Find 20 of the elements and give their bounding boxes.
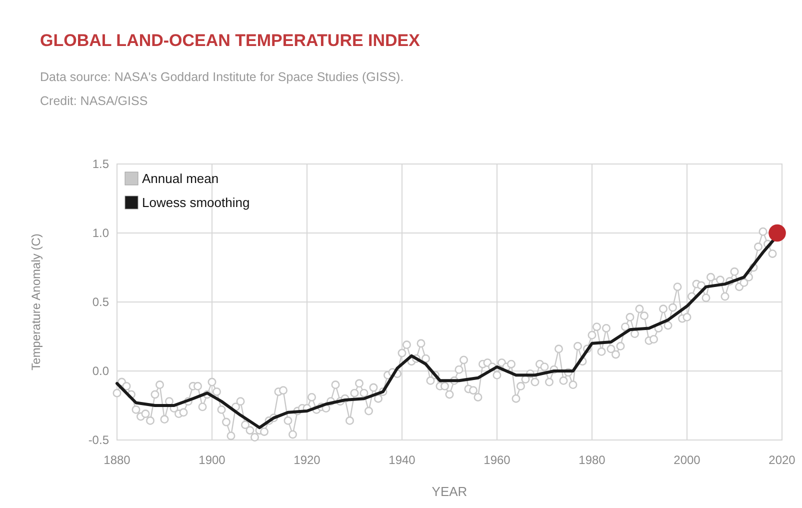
y-tick-label: 0.5 [92, 295, 110, 310]
legend-label: Lowess smoothing [142, 195, 250, 210]
x-tick-label: 2020 [768, 453, 796, 467]
x-tick-label: 1980 [578, 453, 606, 467]
x-tick-label: 1880 [104, 453, 131, 467]
chart-title: GLOBAL LAND-OCEAN TEMPERATURE INDEX [40, 31, 421, 50]
chart-subtitle: Data source: NASA's Goddard Institute for Space Studies (GISS). [40, 70, 404, 84]
x-tick-label: 2000 [674, 453, 701, 467]
y-tick-label: 0.0 [92, 364, 110, 378]
legend-label: Annual mean [142, 171, 219, 186]
text: Credit: NASA/GISS [40, 94, 148, 108]
x-tick-label: 1940 [388, 453, 416, 467]
x-tick-label: 1960 [484, 453, 511, 467]
y-tick-label: 1.0 [92, 226, 110, 240]
y-axis-title: Temperature Anomaly (C) [29, 234, 43, 370]
y-tick-label: 1.5 [92, 157, 110, 172]
x-tick-label: 1920 [294, 453, 321, 467]
x-tick-label: 1900 [198, 453, 226, 467]
x-axis-title: YEAR [432, 484, 468, 499]
y-tick-label: -0.5 [88, 433, 110, 448]
